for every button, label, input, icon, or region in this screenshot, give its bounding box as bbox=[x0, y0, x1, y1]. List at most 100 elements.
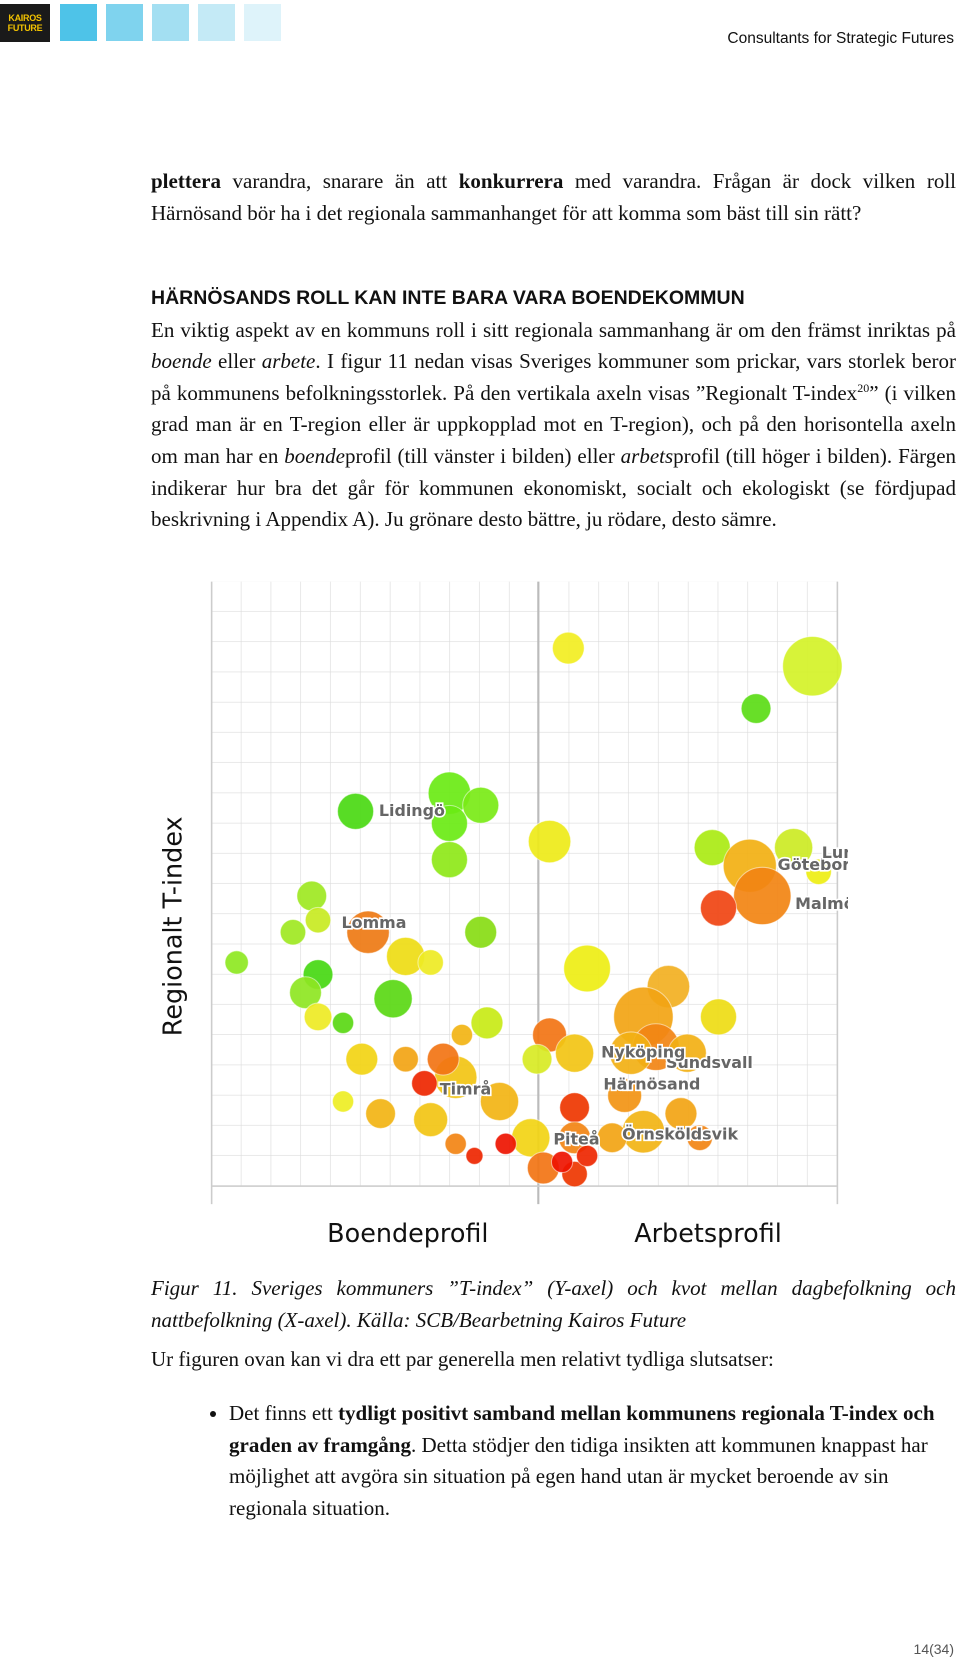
bubble bbox=[521, 1043, 553, 1075]
bubble bbox=[596, 1122, 628, 1154]
section: HÄRNÖSANDS ROLL KAN INTE BARA VARA BOEND… bbox=[151, 283, 956, 536]
text: boende bbox=[151, 349, 212, 374]
bubble bbox=[558, 1121, 592, 1155]
bubble-label: Lund bbox=[822, 843, 848, 862]
bubble bbox=[465, 1146, 484, 1165]
bubble-label: Lidingö bbox=[379, 801, 445, 820]
bubble bbox=[413, 1102, 449, 1138]
bubble-label: Sundsvall bbox=[666, 1053, 753, 1072]
text: Det finns ett bbox=[229, 1401, 339, 1425]
bubble-label: Göteborg bbox=[778, 855, 848, 874]
bubble-labels: StockholmLidingöLommaGöteborgLundMalmöSu… bbox=[340, 656, 848, 1150]
bubble bbox=[392, 1045, 419, 1073]
text: . I figur 11 nedan visas Sveriges kommun… bbox=[151, 349, 957, 405]
bubble bbox=[667, 1033, 707, 1073]
text: arbets bbox=[620, 443, 674, 468]
deco-square bbox=[60, 4, 97, 41]
deco-square bbox=[244, 4, 281, 41]
text: profil (till höger i bilden). Färgen ind… bbox=[151, 443, 957, 532]
bubble bbox=[554, 1033, 595, 1073]
bubble-label: Örnsköldsvik bbox=[622, 1124, 738, 1143]
bubble bbox=[430, 841, 468, 879]
page-number: 14(34) bbox=[913, 1641, 954, 1657]
text: profil (till vänster i bilden) eller bbox=[344, 443, 621, 468]
bubble-label: Nyköping bbox=[601, 1043, 685, 1062]
bubbles bbox=[224, 631, 843, 1188]
bullet-item: Det finns ett tydligt positivt samband m… bbox=[229, 1398, 956, 1524]
y-axis-label: Regionalt T-index bbox=[159, 816, 189, 1036]
bubble bbox=[331, 1011, 355, 1035]
bubble bbox=[450, 1023, 474, 1047]
tagline: Consultants for Strategic Futures bbox=[727, 30, 954, 47]
bubble bbox=[224, 950, 249, 975]
x-axis-label: Boendeprofil bbox=[327, 1219, 488, 1249]
bubble bbox=[559, 1092, 590, 1123]
bubble bbox=[607, 1077, 643, 1113]
x-axis-label: Arbetsprofil bbox=[634, 1219, 782, 1249]
bubble bbox=[345, 1042, 379, 1076]
bullet-list: Det finns ett tydligt positivt samband m… bbox=[151, 1398, 956, 1524]
bubble bbox=[417, 949, 444, 976]
bubble bbox=[303, 1002, 333, 1032]
text: konkurrera bbox=[458, 169, 564, 193]
bubble bbox=[296, 880, 328, 912]
bubble bbox=[740, 693, 772, 724]
paragraph: Ur figuren ovan kan vi dra ett par gener… bbox=[151, 1347, 774, 1371]
caption: Figur 11. Sveriges kommuners ”T-index” (… bbox=[151, 1276, 956, 1332]
bubble bbox=[470, 1006, 504, 1040]
bubble bbox=[575, 1144, 599, 1168]
bubble bbox=[805, 858, 832, 886]
bubble bbox=[444, 1132, 467, 1155]
bubble bbox=[494, 1132, 517, 1155]
footnote-ref: 20 bbox=[857, 380, 870, 395]
logo: KAIROS FUTURE bbox=[0, 4, 50, 42]
bubble bbox=[346, 910, 390, 954]
bubble bbox=[550, 1150, 574, 1174]
bubble bbox=[373, 979, 413, 1019]
paragraph: En viktig aspekt av en kommuns roll i si… bbox=[151, 315, 956, 536]
text: arbete bbox=[261, 349, 316, 374]
heading: HÄRNÖSANDS ROLL KAN INTE BARA VARA BOEND… bbox=[151, 287, 745, 309]
bubble-label: Malmö bbox=[795, 894, 848, 913]
bubble-label: Lomma bbox=[342, 913, 407, 932]
deco-square bbox=[198, 4, 235, 41]
bubble bbox=[699, 889, 738, 927]
bubble-label: Piteå bbox=[553, 1129, 599, 1148]
bubble bbox=[551, 631, 585, 665]
bubble bbox=[782, 635, 843, 697]
bubble bbox=[609, 1031, 653, 1075]
text: ” (i vilken grad man är en T-region elle… bbox=[151, 380, 956, 468]
bubble bbox=[279, 918, 307, 946]
paragraph: plettera varandra, snarare än att konkur… bbox=[151, 166, 956, 229]
text: plettera bbox=[151, 169, 221, 193]
text: boende bbox=[284, 443, 345, 468]
bubble bbox=[411, 1070, 438, 1097]
bubble bbox=[664, 1097, 698, 1131]
bubble bbox=[331, 1090, 355, 1113]
bubble bbox=[733, 866, 792, 926]
text: med varandra. Frågan är dock vilken roll… bbox=[151, 169, 956, 225]
text: En viktig aspekt av en kommuns roll i si… bbox=[151, 317, 956, 342]
text: varandra, snarare än att bbox=[220, 169, 459, 193]
bubble bbox=[563, 944, 611, 993]
bubble bbox=[289, 976, 322, 1010]
bubble bbox=[699, 998, 738, 1036]
chart: Regionalt T-index Boendeprofil Arbetspro… bbox=[159, 581, 848, 1249]
bubble bbox=[462, 786, 500, 824]
bubble bbox=[479, 1081, 520, 1122]
text: tydligt positivt samband mellan kommunen… bbox=[229, 1401, 935, 1457]
bubble bbox=[337, 792, 375, 830]
text: eller bbox=[211, 349, 262, 374]
bubble bbox=[511, 1118, 551, 1158]
bubble bbox=[527, 819, 572, 864]
text: . Detta stödjer den tidiga insikten att … bbox=[229, 1432, 928, 1520]
bubble bbox=[464, 915, 498, 949]
bubble-label: Härnösand bbox=[603, 1074, 700, 1093]
deco-square bbox=[152, 4, 189, 41]
bubble-label: Timrå bbox=[440, 1080, 491, 1099]
bubble bbox=[426, 1042, 460, 1076]
deco-square bbox=[106, 4, 143, 41]
bubble bbox=[365, 1098, 396, 1129]
brand: KAIROS FUTURE bbox=[7, 13, 43, 33]
